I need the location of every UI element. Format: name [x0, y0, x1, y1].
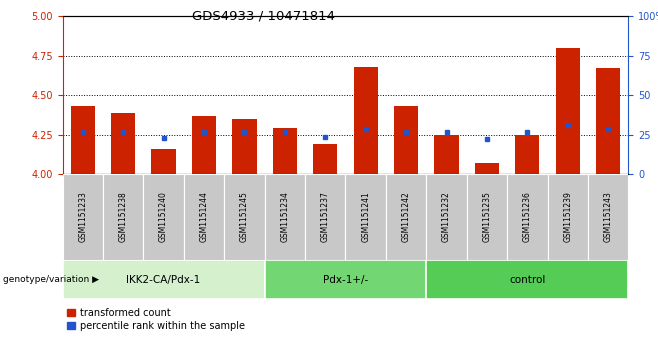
Text: GSM1151240: GSM1151240	[159, 191, 168, 242]
Bar	[426, 260, 628, 299]
Text: GSM1151241: GSM1151241	[361, 192, 370, 242]
Bar	[313, 144, 338, 174]
Bar	[507, 174, 547, 260]
Bar	[515, 135, 540, 174]
Bar	[184, 174, 224, 260]
Text: GSM1151234: GSM1151234	[280, 191, 290, 242]
Bar	[272, 129, 297, 174]
Bar	[596, 69, 620, 174]
Bar	[111, 113, 136, 174]
Bar	[143, 174, 184, 260]
Bar	[386, 174, 426, 260]
Bar	[151, 149, 176, 174]
Bar	[555, 48, 580, 174]
Text: GSM1151239: GSM1151239	[563, 191, 572, 242]
Text: IKK2-CA/Pdx-1: IKK2-CA/Pdx-1	[126, 274, 201, 285]
Text: GSM1151232: GSM1151232	[442, 192, 451, 242]
Bar	[232, 119, 257, 174]
Text: GSM1151242: GSM1151242	[401, 192, 411, 242]
Bar	[547, 174, 588, 260]
Text: GSM1151235: GSM1151235	[482, 191, 492, 242]
Bar	[63, 174, 103, 260]
Text: GSM1151245: GSM1151245	[240, 191, 249, 242]
Bar	[475, 163, 499, 174]
Bar	[192, 116, 216, 174]
Text: GSM1151243: GSM1151243	[603, 191, 613, 242]
Bar	[467, 174, 507, 260]
Bar	[434, 135, 459, 174]
Text: control: control	[509, 274, 545, 285]
Text: GSM1151237: GSM1151237	[320, 191, 330, 242]
Bar	[103, 174, 143, 260]
Text: GSM1151244: GSM1151244	[199, 191, 209, 242]
Legend: transformed count, percentile rank within the sample: transformed count, percentile rank withi…	[67, 308, 245, 331]
Bar	[394, 106, 418, 174]
Bar	[224, 174, 265, 260]
Bar	[265, 260, 426, 299]
Text: GSM1151236: GSM1151236	[523, 191, 532, 242]
Bar	[265, 174, 305, 260]
Bar	[353, 67, 378, 174]
Text: GDS4933 / 10471814: GDS4933 / 10471814	[191, 9, 335, 22]
Bar	[305, 174, 345, 260]
Text: GSM1151238: GSM1151238	[118, 192, 128, 242]
Bar	[426, 174, 467, 260]
Text: Pdx-1+/-: Pdx-1+/-	[323, 274, 368, 285]
Bar	[345, 174, 386, 260]
Bar	[70, 106, 95, 174]
Bar	[588, 174, 628, 260]
Text: genotype/variation ▶: genotype/variation ▶	[3, 275, 99, 284]
Text: GSM1151233: GSM1151233	[78, 191, 88, 242]
Bar	[63, 260, 265, 299]
